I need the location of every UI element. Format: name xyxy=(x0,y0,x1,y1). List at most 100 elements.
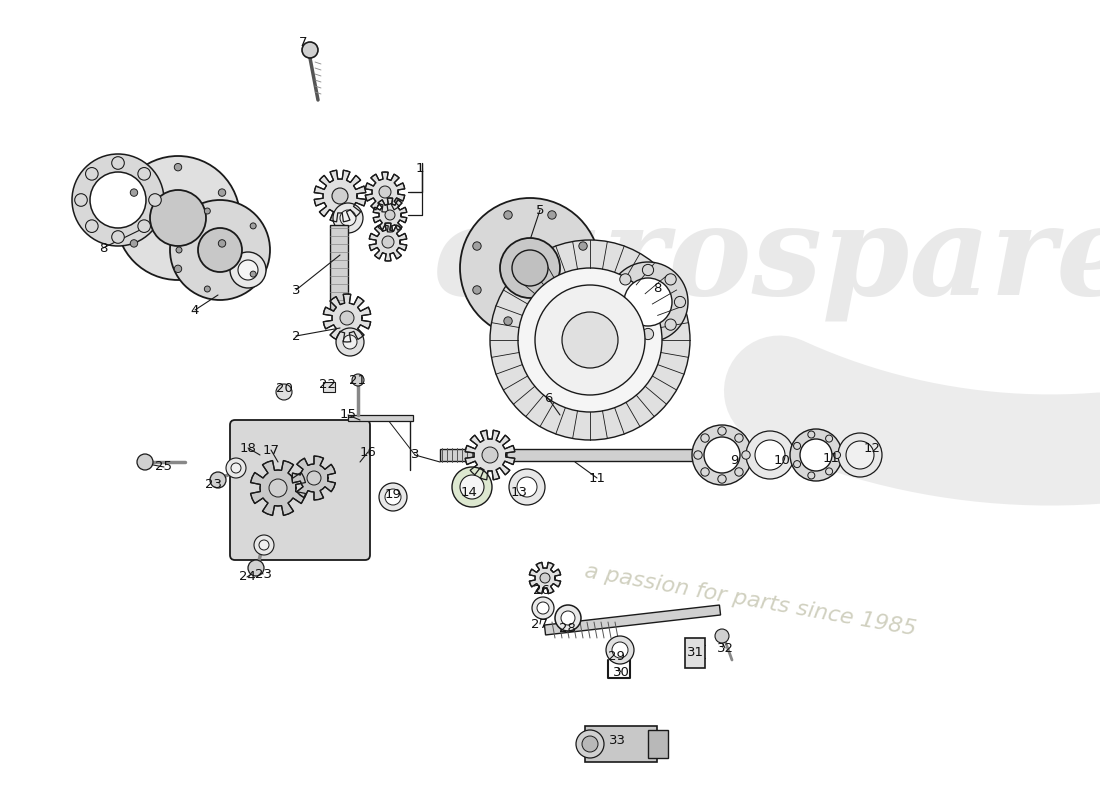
Circle shape xyxy=(512,250,548,286)
Circle shape xyxy=(846,441,874,469)
Circle shape xyxy=(112,230,124,243)
Circle shape xyxy=(532,597,554,619)
Circle shape xyxy=(343,335,358,349)
Text: 21: 21 xyxy=(350,374,366,386)
Circle shape xyxy=(218,189,226,196)
Circle shape xyxy=(473,286,481,294)
Circle shape xyxy=(608,262,688,342)
Circle shape xyxy=(218,240,226,247)
Circle shape xyxy=(270,479,287,497)
Circle shape xyxy=(226,458,246,478)
Polygon shape xyxy=(370,223,407,261)
Text: 24: 24 xyxy=(239,570,255,583)
Circle shape xyxy=(174,265,182,273)
Text: 22: 22 xyxy=(319,378,337,391)
Circle shape xyxy=(834,451,840,458)
Polygon shape xyxy=(365,172,405,212)
Circle shape xyxy=(735,468,744,476)
Circle shape xyxy=(826,435,833,442)
Bar xyxy=(585,726,657,762)
Circle shape xyxy=(238,260,258,280)
Circle shape xyxy=(692,425,752,485)
Text: 13: 13 xyxy=(510,486,528,498)
Circle shape xyxy=(490,240,690,440)
Circle shape xyxy=(610,296,621,308)
Circle shape xyxy=(535,285,645,395)
Circle shape xyxy=(582,736,598,752)
Text: 4: 4 xyxy=(190,303,199,317)
Text: 6: 6 xyxy=(543,391,552,405)
Circle shape xyxy=(579,286,587,294)
Text: 7: 7 xyxy=(299,35,307,49)
Circle shape xyxy=(138,167,151,180)
Bar xyxy=(648,730,668,758)
Circle shape xyxy=(755,440,785,470)
Circle shape xyxy=(793,442,801,450)
Circle shape xyxy=(518,268,662,412)
Circle shape xyxy=(482,447,498,463)
Circle shape xyxy=(741,451,750,459)
Text: 8: 8 xyxy=(652,282,661,294)
Text: 11: 11 xyxy=(823,451,839,465)
Circle shape xyxy=(548,317,557,326)
Text: a passion for parts since 1985: a passion for parts since 1985 xyxy=(583,561,917,639)
Circle shape xyxy=(205,208,210,214)
Circle shape xyxy=(86,167,98,180)
Circle shape xyxy=(382,236,394,248)
Text: 9: 9 xyxy=(729,454,738,466)
Circle shape xyxy=(718,427,726,435)
Circle shape xyxy=(75,194,87,206)
Circle shape xyxy=(540,573,550,583)
Circle shape xyxy=(838,433,882,477)
Circle shape xyxy=(460,198,600,338)
Text: 28: 28 xyxy=(559,622,575,634)
Circle shape xyxy=(666,319,676,330)
Circle shape xyxy=(715,629,729,643)
Circle shape xyxy=(385,489,402,505)
Polygon shape xyxy=(373,198,407,232)
Text: 32: 32 xyxy=(716,642,734,654)
Circle shape xyxy=(379,483,407,511)
Text: 27: 27 xyxy=(531,618,549,630)
Circle shape xyxy=(504,210,513,219)
Circle shape xyxy=(561,611,575,625)
Circle shape xyxy=(807,472,815,479)
Circle shape xyxy=(174,163,182,171)
Circle shape xyxy=(704,437,740,473)
Polygon shape xyxy=(315,170,366,222)
Circle shape xyxy=(666,274,676,285)
Circle shape xyxy=(473,242,481,250)
Circle shape xyxy=(537,602,549,614)
Circle shape xyxy=(340,210,356,226)
Text: 5: 5 xyxy=(536,203,544,217)
Bar xyxy=(348,415,412,421)
Bar xyxy=(330,225,348,310)
Text: 16: 16 xyxy=(360,446,376,458)
Circle shape xyxy=(579,242,587,250)
Circle shape xyxy=(548,210,557,219)
Circle shape xyxy=(807,431,815,438)
Text: 23: 23 xyxy=(206,478,222,490)
Circle shape xyxy=(72,154,164,246)
Circle shape xyxy=(112,157,124,170)
Text: 10: 10 xyxy=(773,454,791,466)
Circle shape xyxy=(254,535,274,555)
Circle shape xyxy=(504,317,513,326)
Circle shape xyxy=(170,200,270,300)
Circle shape xyxy=(307,471,321,485)
Text: 30: 30 xyxy=(613,666,629,678)
Text: 3: 3 xyxy=(410,449,419,462)
Circle shape xyxy=(619,274,631,285)
Circle shape xyxy=(250,223,256,229)
Text: 15: 15 xyxy=(340,409,356,422)
Circle shape xyxy=(642,264,653,275)
Circle shape xyxy=(230,252,266,288)
Polygon shape xyxy=(251,461,306,515)
Circle shape xyxy=(556,605,581,631)
Text: 18: 18 xyxy=(240,442,256,454)
Circle shape xyxy=(701,434,710,442)
Circle shape xyxy=(509,469,544,505)
Circle shape xyxy=(302,42,318,58)
Circle shape xyxy=(562,312,618,368)
Text: 26: 26 xyxy=(532,583,549,597)
